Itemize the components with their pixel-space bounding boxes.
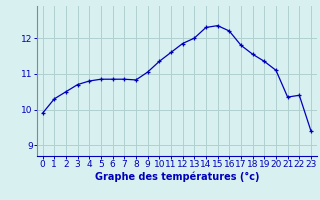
X-axis label: Graphe des températures (°c): Graphe des températures (°c) <box>94 172 259 182</box>
